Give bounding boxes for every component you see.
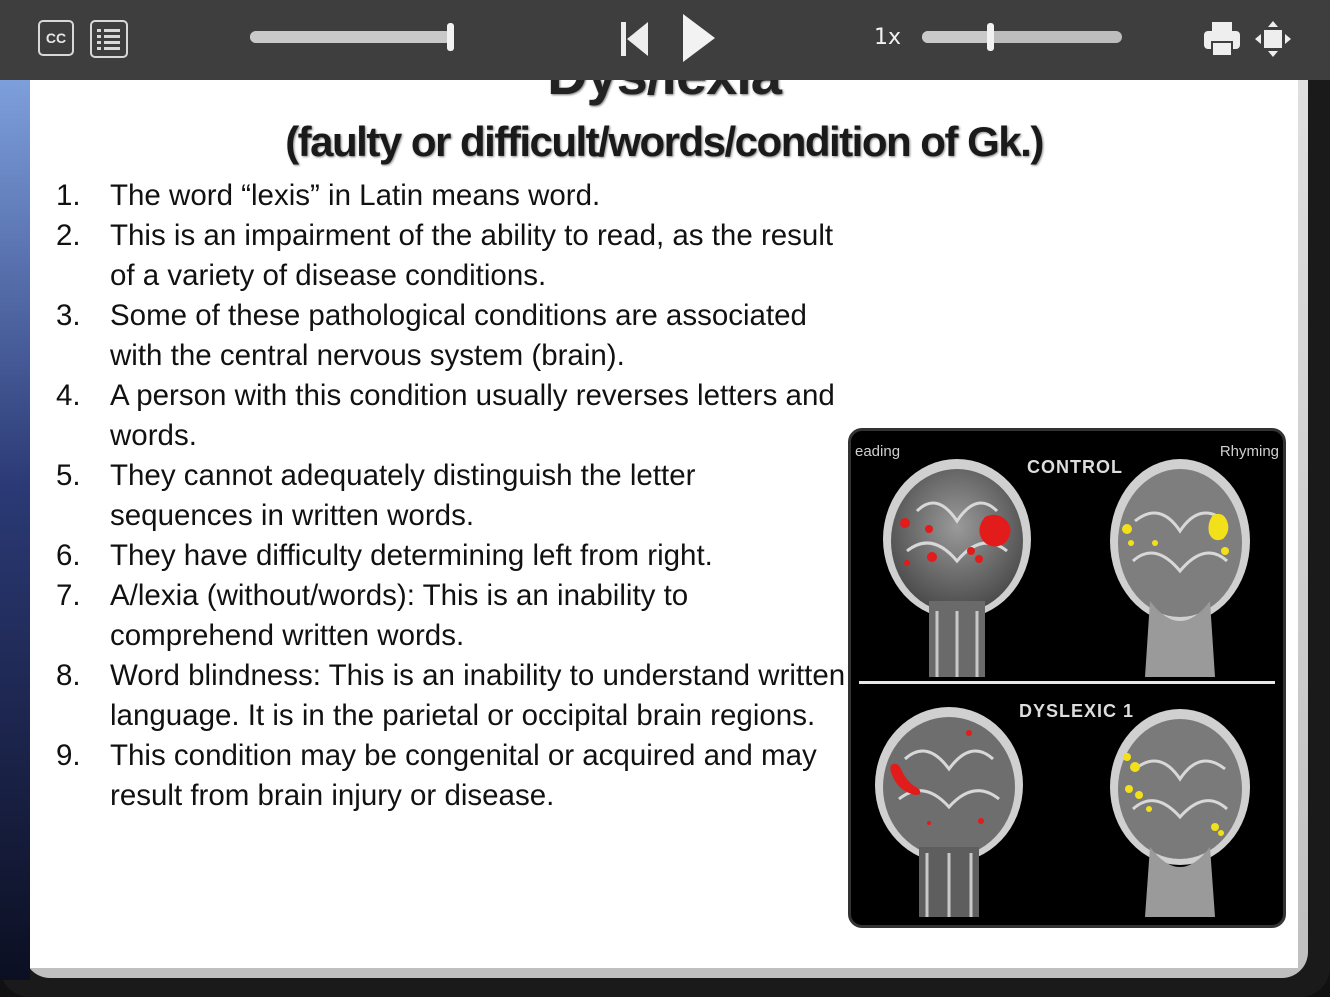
- dyslexic-rhyming-scan: [1110, 709, 1250, 917]
- seek-slider-fill: [250, 31, 450, 43]
- list-item-text: Word blindness: This is an inability to …: [110, 659, 846, 732]
- list-item-number: 5.: [56, 459, 81, 492]
- control-reading-scan: [883, 459, 1031, 677]
- bullet-list: 1. The word “lexis” in Latin means word. …: [56, 176, 846, 816]
- closed-captions-button[interactable]: CC: [38, 20, 74, 56]
- list-item-number: 2.: [56, 219, 81, 252]
- print-icon[interactable]: [1202, 20, 1242, 58]
- seek-slider[interactable]: [250, 23, 454, 51]
- dyslexic-reading-scan: [875, 707, 1023, 917]
- list-item-number: 4.: [56, 379, 81, 412]
- list-item-number: 1.: [56, 179, 81, 212]
- volume-slider[interactable]: [922, 23, 1122, 51]
- table-of-contents-button[interactable]: [90, 20, 128, 58]
- list-item-text: They cannot adequately distinguish the l…: [110, 459, 696, 532]
- list-item-text: A/lexia (without/words): This is an inab…: [110, 579, 689, 652]
- skip-back-icon[interactable]: [620, 20, 650, 58]
- list-item: 4. A person with this condition usually r…: [56, 376, 846, 456]
- player-toolbar: CC 1x: [0, 0, 1330, 80]
- list-item: 5. They cannot adequately distinguish the…: [56, 456, 846, 536]
- list-item: 8. Word blindness: This is an inability t…: [56, 656, 846, 736]
- list-item: 1. The word “lexis” in Latin means word.: [56, 176, 846, 216]
- slide-content: Dys/lexia (faulty or difficult/words/con…: [30, 80, 1298, 968]
- list-item: 3. Some of these pathological conditions …: [56, 296, 846, 376]
- play-icon[interactable]: [681, 12, 717, 64]
- list-item-text: This condition may be congenital or acqu…: [110, 739, 817, 812]
- list-item-number: 6.: [56, 539, 81, 572]
- panel-divider: [859, 681, 1275, 684]
- control-label: CONTROL: [1027, 457, 1123, 477]
- list-item: 2. This is an impairment of the ability t…: [56, 216, 846, 296]
- volume-slider-fill: [922, 31, 990, 43]
- list-item-number: 3.: [56, 299, 81, 332]
- list-icon: [97, 29, 120, 50]
- playback-speed-button[interactable]: 1x: [874, 25, 902, 50]
- list-item-text: A person with this condition usually rev…: [110, 379, 835, 452]
- rhyming-label: Rhyming: [1219, 443, 1279, 460]
- brain-scan-image: eading Rhyming CONTROL DYSLEXIC 1: [848, 428, 1286, 928]
- list-item-text: They have difficulty determining left fr…: [110, 539, 713, 572]
- list-item-text: Some of these pathological conditions ar…: [110, 299, 807, 372]
- list-item-text: The word “lexis” in Latin means word.: [110, 179, 601, 212]
- volume-slider-thumb[interactable]: [987, 23, 994, 51]
- dyslexic-label: DYSLEXIC 1: [1019, 701, 1135, 721]
- list-item-number: 8.: [56, 659, 81, 692]
- list-item-text: This is an impairment of the ability to …: [110, 219, 834, 292]
- list-item-number: 9.: [56, 739, 81, 772]
- slide-subtitle: (faulty or difficult/words/condition of …: [285, 118, 1044, 165]
- list-item: 7. A/lexia (without/words): This is an in…: [56, 576, 846, 656]
- fullscreen-icon[interactable]: [1254, 20, 1292, 58]
- list-item: 6. They have difficulty determining left …: [56, 536, 846, 576]
- slide-left-decoration: [0, 80, 30, 980]
- slide-title: Dys/lexia: [30, 80, 1298, 107]
- seek-slider-thumb[interactable]: [446, 23, 454, 51]
- list-item-number: 7.: [56, 579, 81, 612]
- reading-label: eading: [855, 443, 901, 460]
- list-item: 9. This condition may be congenital or ac…: [56, 736, 846, 816]
- control-rhyming-scan: [1110, 459, 1250, 677]
